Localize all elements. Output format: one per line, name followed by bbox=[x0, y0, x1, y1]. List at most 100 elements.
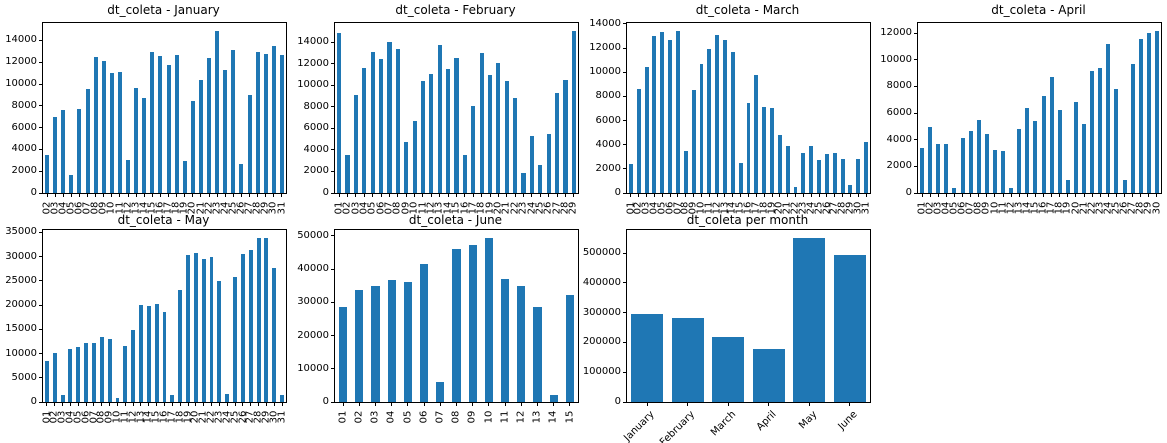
bar bbox=[968, 131, 973, 193]
y-tick-label: 6000 bbox=[303, 122, 329, 134]
bar bbox=[660, 31, 665, 193]
y-tick-label: 8000 bbox=[11, 99, 37, 111]
x-tick-mark bbox=[708, 193, 710, 197]
x-tick-mark bbox=[439, 193, 441, 197]
x-tick-mark bbox=[116, 402, 118, 406]
x-tick-label-text: 30 bbox=[1150, 201, 1162, 215]
x-tick-mark bbox=[78, 193, 80, 197]
bar bbox=[563, 79, 568, 193]
y-tick-label: 12000 bbox=[297, 57, 329, 69]
y-tick-label: 200000 bbox=[582, 336, 621, 348]
y-tick-label: 20000 bbox=[297, 329, 329, 341]
bar bbox=[256, 238, 261, 402]
x-tick-mark bbox=[810, 193, 812, 197]
bar bbox=[856, 158, 861, 193]
x-tick-label: January bbox=[622, 409, 658, 443]
bar bbox=[339, 306, 348, 402]
bar bbox=[378, 58, 384, 193]
y-tick-label: 4000 bbox=[595, 138, 621, 150]
x-tick-mark bbox=[407, 402, 409, 406]
y-tick-label: 8000 bbox=[303, 100, 329, 112]
bar bbox=[142, 97, 147, 193]
bar bbox=[353, 95, 359, 193]
bar bbox=[1130, 63, 1135, 193]
bar bbox=[370, 52, 375, 193]
x-tick-mark bbox=[1043, 193, 1045, 197]
y-tick-mark bbox=[914, 139, 918, 141]
bar bbox=[565, 294, 574, 402]
x-tick-mark bbox=[422, 193, 424, 197]
x-tick-mark bbox=[257, 193, 259, 197]
y-tick-mark bbox=[914, 192, 918, 194]
bar bbox=[468, 245, 477, 402]
x-tick-mark bbox=[531, 193, 533, 197]
y-tick-label: 2000 bbox=[11, 165, 37, 177]
y-tick-mark bbox=[39, 127, 43, 129]
bar bbox=[668, 40, 673, 193]
x-tick-mark bbox=[258, 402, 260, 406]
y-tick-mark bbox=[39, 304, 43, 306]
bar bbox=[207, 58, 212, 193]
bar bbox=[652, 35, 657, 193]
x-tick-mark bbox=[195, 402, 197, 406]
x-tick-mark bbox=[87, 193, 89, 197]
chart-per-month: dt_coleta per month 0 100000 200000 300000 4… bbox=[583, 213, 876, 443]
y-tick-label: 14000 bbox=[5, 34, 37, 46]
x-tick-mark bbox=[148, 402, 150, 406]
x-tick-mark bbox=[375, 402, 376, 406]
bar bbox=[429, 73, 434, 193]
bar bbox=[976, 120, 981, 193]
x-tick-mark bbox=[716, 193, 718, 197]
chart-june: dt_coleta - June 0 10000 20000 30000 40000 50… bbox=[292, 213, 584, 443]
bar bbox=[936, 143, 941, 193]
y-tick-mark bbox=[331, 41, 335, 43]
bar bbox=[248, 250, 253, 402]
bar bbox=[182, 161, 187, 193]
x-tick-mark bbox=[488, 402, 490, 406]
x-tick-mark bbox=[653, 193, 655, 197]
x-tick-mark bbox=[1091, 193, 1093, 197]
x-tick-mark bbox=[523, 193, 525, 197]
bar bbox=[777, 135, 782, 193]
bar bbox=[738, 163, 743, 193]
x-tick-mark bbox=[808, 402, 810, 406]
x-tick-mark bbox=[124, 402, 126, 406]
y-tick-label: 10000 bbox=[589, 66, 621, 78]
x-tick-mark bbox=[216, 193, 218, 197]
bar bbox=[817, 160, 821, 193]
bar bbox=[123, 346, 128, 402]
y-tick-label: 2000 bbox=[886, 160, 912, 172]
y-tick-label: 6000 bbox=[11, 121, 37, 133]
x-tick-mark bbox=[281, 193, 283, 197]
bar bbox=[279, 54, 284, 193]
x-tick-mark bbox=[994, 193, 996, 197]
x-tick-mark bbox=[273, 402, 275, 406]
x-tick-mark bbox=[818, 193, 820, 197]
bar bbox=[233, 276, 237, 402]
bar bbox=[174, 54, 179, 193]
bar bbox=[707, 48, 712, 193]
bar bbox=[446, 68, 451, 193]
x-tick-label-text: 01 bbox=[337, 410, 349, 424]
y-tick-mark bbox=[623, 71, 627, 73]
bar bbox=[944, 144, 949, 193]
y-tick-mark bbox=[623, 47, 627, 49]
x-tick-mark bbox=[548, 193, 550, 197]
x-tick-mark bbox=[497, 193, 499, 197]
x-tick-mark bbox=[414, 193, 416, 197]
x-tick-mark bbox=[826, 193, 828, 197]
x-tick-label-text: 12 bbox=[515, 410, 527, 424]
bar bbox=[337, 32, 342, 193]
x-tick-mark bbox=[646, 193, 648, 197]
bar bbox=[1057, 110, 1062, 193]
bar bbox=[264, 238, 269, 402]
bar bbox=[770, 107, 774, 193]
x-tick-mark bbox=[46, 193, 48, 197]
x-tick-label-text: 04 bbox=[385, 410, 397, 424]
bar bbox=[190, 100, 195, 193]
bar bbox=[170, 395, 175, 402]
plot-area-june: 0 10000 20000 30000 40000 50000 01 02 03 04 05 06 07… bbox=[297, 229, 579, 423]
bar bbox=[1001, 151, 1006, 193]
y-tick-label: 10000 bbox=[5, 78, 37, 90]
x-tick-label: 30 bbox=[1148, 197, 1166, 219]
